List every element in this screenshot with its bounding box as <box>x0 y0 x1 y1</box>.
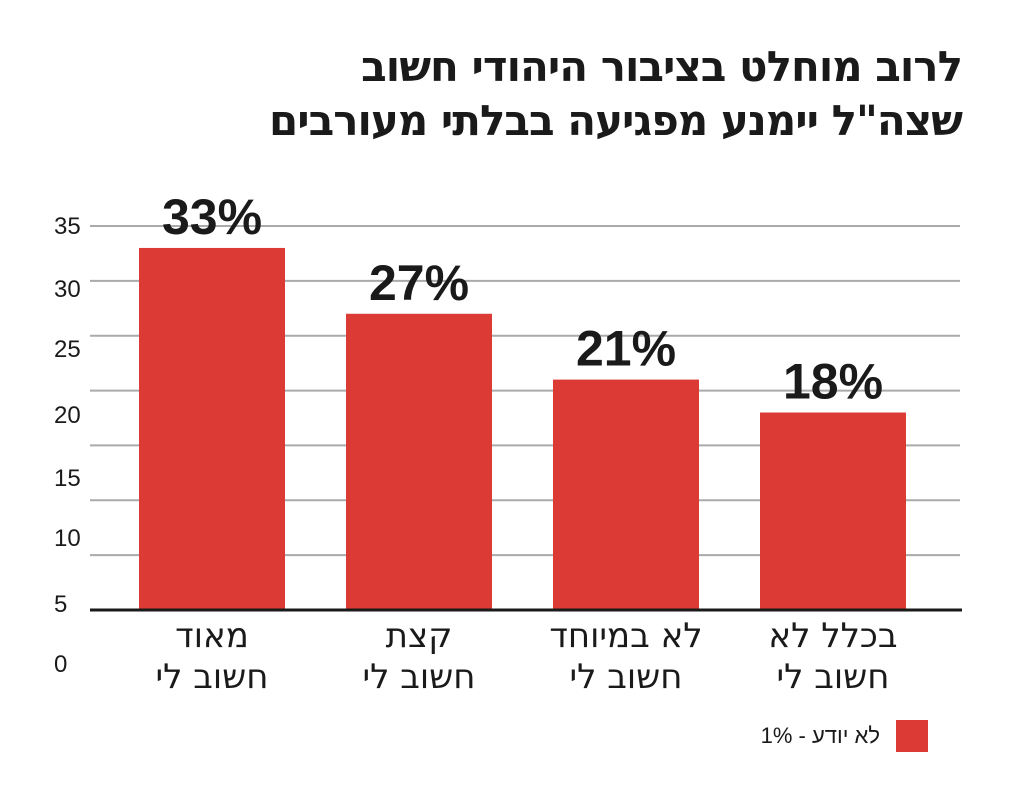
x-tick-label: מאוד <box>175 616 249 656</box>
title-line-1: לרוב מוחלט בציבור היהודי חשוב <box>361 42 963 91</box>
title-line-2: שצה"ל יימנע מפגיעה בבלתי מעורבים <box>269 96 963 145</box>
bar <box>346 313 492 610</box>
y-tick-label: 15 <box>54 465 81 492</box>
bar <box>139 247 285 610</box>
y-tick-label: 35 <box>54 213 81 240</box>
y-tick-label: 30 <box>54 276 81 303</box>
x-tick-label: קצת <box>386 616 453 656</box>
bar <box>553 379 699 610</box>
x-tick-label: חשוב לי <box>363 657 476 697</box>
chart-title: לרוב מוחלט בציבור היהודי חשוב שצה"ל יימנ… <box>22 40 963 148</box>
legend: לא יודע - 1% <box>761 720 928 752</box>
legend-swatch <box>896 720 928 752</box>
x-tick-label: חשוב לי <box>156 657 269 697</box>
data-label: 21% <box>576 321 676 377</box>
data-label: 27% <box>369 255 469 311</box>
y-tick-label: 10 <box>54 525 81 552</box>
data-label: 33% <box>162 189 262 245</box>
y-tick-label: 0 <box>54 651 67 678</box>
y-tick-label: 20 <box>54 402 81 429</box>
x-tick-label: חשוב לי <box>570 657 683 697</box>
x-tick-label: לא במיוחד <box>549 616 702 656</box>
x-tick-label: חשוב לי <box>777 657 890 697</box>
legend-label: לא יודע - 1% <box>760 723 880 748</box>
data-label: 18% <box>783 354 883 410</box>
x-tick-label: בכלל לא <box>768 616 897 656</box>
y-tick-label: 25 <box>54 336 81 363</box>
y-tick-label: 5 <box>54 591 67 618</box>
bar <box>760 412 906 610</box>
